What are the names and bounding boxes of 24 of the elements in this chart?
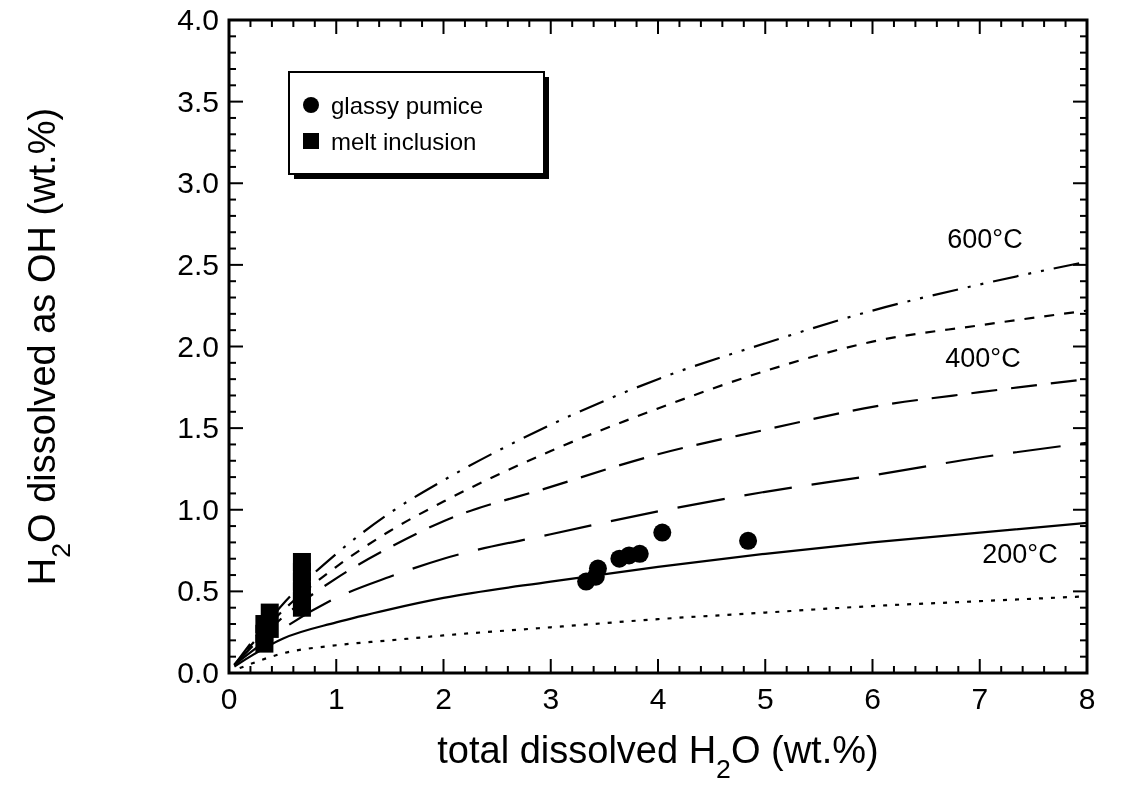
annotation: 200°C <box>982 539 1058 569</box>
x-tick-label: 8 <box>1078 682 1096 715</box>
x-tick-label: 4 <box>649 682 667 715</box>
y-tick-label: 1.0 <box>177 492 219 526</box>
legend-label: melt inclusion <box>331 128 477 155</box>
x-tick-label: 3 <box>542 682 560 715</box>
annotation: 600°C <box>947 224 1023 254</box>
x-axis-title: total dissolved H$_{2}$O (wt.%) <box>437 729 879 784</box>
y-tick-label: 0.5 <box>177 574 219 608</box>
annotation: 400°C <box>945 343 1021 373</box>
x-tick-label: 7 <box>971 682 989 715</box>
y-tick-label: 4.0 <box>177 3 219 36</box>
y-tick-label: 0.0 <box>177 656 219 689</box>
y-tick-label: 1.5 <box>177 411 219 445</box>
x-tick-label: 6 <box>864 682 881 715</box>
y-tick-label: 3.0 <box>177 166 219 200</box>
y-tick-label: 2.0 <box>177 329 219 363</box>
y-tick-label: 3.5 <box>177 84 219 118</box>
x-tick-label: 1 <box>327 682 345 715</box>
y-tick-label: 2.5 <box>177 247 219 281</box>
x-tick-label: 2 <box>435 682 452 715</box>
x-tick-label: 0 <box>220 682 238 715</box>
x-tick-label: 5 <box>756 682 774 715</box>
legend-label: glassy pumice <box>331 92 484 119</box>
